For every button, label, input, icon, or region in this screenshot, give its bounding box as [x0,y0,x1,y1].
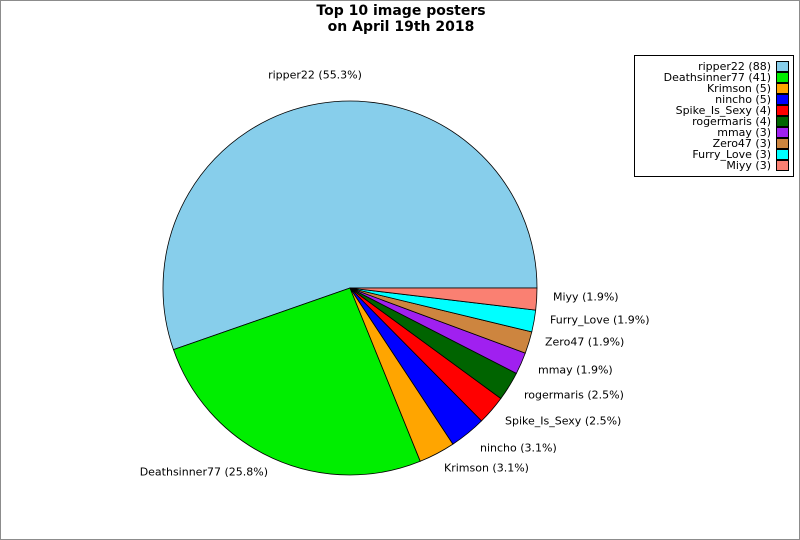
pie-slice-Miyy [349,287,538,311]
legend-label-mmay: mmay (3) [717,126,771,139]
legend-swatch-nincho [776,94,789,105]
slice-label-mmay: mmay (1.9%) [538,363,613,377]
legend-label-Zero47: Zero47 (3) [712,137,771,150]
legend-label-Deathsinner77: Deathsinner77 (41) [663,71,771,84]
legend-box: ripper22 (88) Deathsinner77 (41) Krimson (… [634,55,794,177]
legend-row-Spike_Is_Sexy: Spike_Is_Sexy (4) [635,105,793,116]
legend-row-nincho: nincho (5) [635,94,793,105]
slice-label-Krimson: Krimson (3.1%) [444,461,529,475]
legend-row-ripper22: ripper22 (88) [635,61,793,72]
legend-row-rogermaris: rogermaris (4) [635,116,793,127]
legend-row-mmay: mmay (3) [635,127,793,138]
legend-row-Krimson: Krimson (5) [635,83,793,94]
slice-label-Spike_Is_Sexy: Spike_Is_Sexy (2.5%) [505,414,622,428]
legend-swatch-Krimson [776,83,789,94]
legend-label-nincho: nincho (5) [715,93,771,106]
legend-label-Furry_Love: Furry_Love (3) [692,148,771,161]
legend-label-Spike_Is_Sexy: Spike_Is_Sexy (4) [675,104,771,117]
legend-swatch-Miyy [776,160,789,171]
pie-slice-ripper22 [162,100,538,351]
legend-swatch-mmay [776,127,789,138]
slice-label-Zero47: Zero47 (1.9%) [545,335,625,349]
legend-label-Krimson: Krimson (5) [706,82,771,95]
legend-row-Furry_Love: Furry_Love (3) [635,149,793,160]
legend-swatch-Furry_Love [776,149,789,160]
legend-label-rogermaris: rogermaris (4) [692,115,771,128]
slice-label-Furry_Love: Furry_Love (1.9%) [550,313,650,327]
legend-label-ripper22: ripper22 (88) [698,60,771,73]
legend-label-Miyy: Miyy (3) [726,159,771,172]
slice-label-ripper22: ripper22 (55.3%) [268,68,362,82]
legend-swatch-Spike_Is_Sexy [776,105,789,116]
legend-swatch-ripper22 [776,61,789,72]
chart-title: Top 10 image posters on April 19th 2018 [1,3,799,35]
legend-row-Deathsinner77: Deathsinner77 (41) [635,72,793,83]
chart-title-line2: on April 19th 2018 [327,18,475,35]
legend-swatch-Deathsinner77 [776,72,789,83]
legend-swatch-rogermaris [776,116,789,127]
slice-label-nincho: nincho (3.1%) [480,441,557,455]
legend-swatch-Zero47 [776,138,789,149]
slice-label-rogermaris: rogermaris (2.5%) [524,388,624,402]
legend-row-Miyy: Miyy (3) [635,160,793,171]
slice-label-Miyy: Miyy (1.9%) [553,290,619,304]
legend-row-Zero47: Zero47 (3) [635,138,793,149]
slice-label-Deathsinner77: Deathsinner77 (25.8%) [139,465,268,479]
chart-title-line1: Top 10 image posters [316,3,486,19]
pie-slice-Deathsinner77 [173,287,421,476]
